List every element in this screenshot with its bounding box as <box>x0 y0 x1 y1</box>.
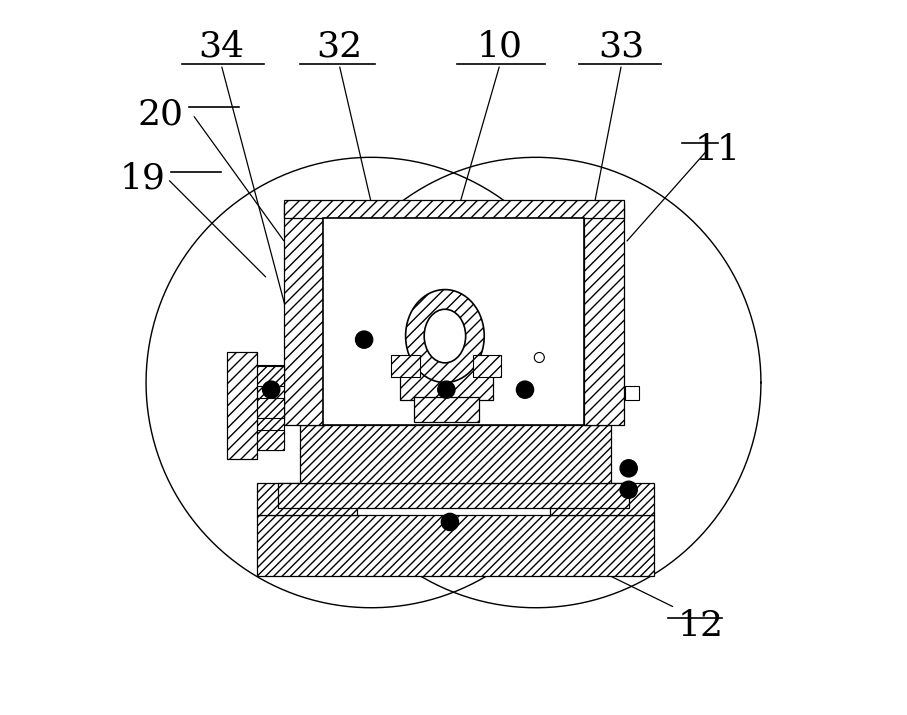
Bar <box>473 355 502 377</box>
Circle shape <box>620 481 638 498</box>
Bar <box>236 430 284 450</box>
Text: 32: 32 <box>316 29 362 64</box>
Text: 12: 12 <box>678 608 723 643</box>
Bar <box>257 483 357 515</box>
Bar <box>227 352 257 459</box>
Bar <box>227 352 257 459</box>
Text: 20: 20 <box>137 97 183 132</box>
Bar <box>584 204 624 425</box>
Text: 33: 33 <box>599 29 645 64</box>
Bar <box>257 365 284 450</box>
Text: 11: 11 <box>695 133 741 167</box>
Text: 34: 34 <box>198 29 244 64</box>
Bar <box>284 204 324 425</box>
Circle shape <box>438 381 455 398</box>
Bar <box>324 218 584 425</box>
Bar <box>400 361 493 400</box>
Bar <box>278 483 629 508</box>
Ellipse shape <box>424 310 465 363</box>
Bar <box>625 386 639 400</box>
Bar <box>550 483 654 515</box>
Bar <box>414 397 479 422</box>
Text: 10: 10 <box>477 29 523 64</box>
Circle shape <box>356 331 373 348</box>
Bar <box>257 515 654 576</box>
Circle shape <box>620 460 638 477</box>
Bar <box>236 398 284 418</box>
Bar <box>236 366 284 386</box>
Text: 19: 19 <box>120 162 165 196</box>
Bar <box>284 200 624 218</box>
Circle shape <box>516 381 533 398</box>
Circle shape <box>263 381 279 398</box>
Bar <box>391 355 420 377</box>
Ellipse shape <box>405 290 484 383</box>
Circle shape <box>442 513 459 531</box>
Bar <box>300 425 610 483</box>
